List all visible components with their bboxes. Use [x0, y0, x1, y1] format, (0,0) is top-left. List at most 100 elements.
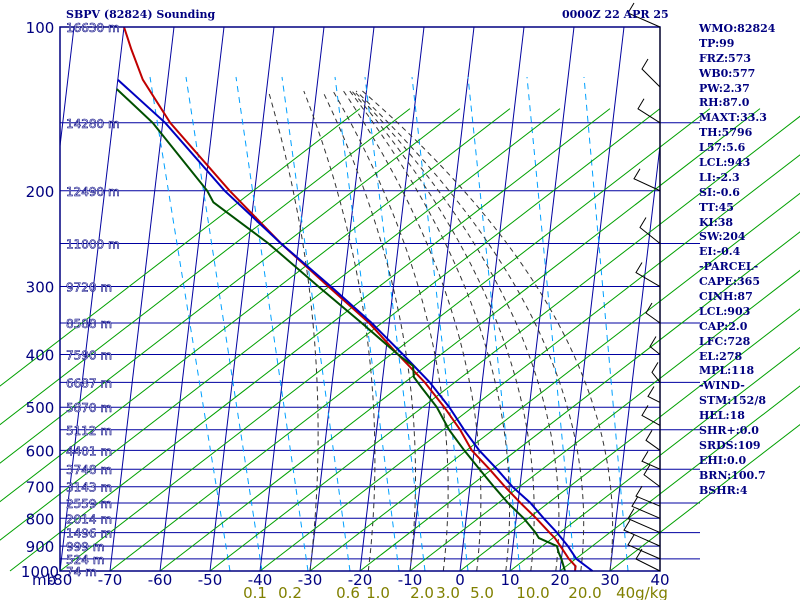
mixing-ratio-label: 0.6 [336, 584, 360, 600]
wind-barb [641, 450, 661, 470]
temperature-tick-label: -70 [98, 571, 123, 589]
wind-barb [639, 217, 661, 244]
index-item: SI:-0.6 [699, 185, 740, 199]
mixing-ratio-line [185, 76, 263, 572]
moist-adiabat [349, 90, 511, 572]
mixing-ratio-label: 40g/kg [616, 584, 668, 600]
dry-adiabat [9, 108, 611, 572]
dewpoint-trace [116, 88, 566, 572]
mixing-ratio-label: 3.0 [436, 584, 460, 600]
dry-adiabat [0, 108, 511, 503]
moist-adiabat [322, 90, 416, 572]
mixing-ratio-label: 1.0 [366, 584, 390, 600]
height-label: 14280 m [66, 117, 120, 131]
station-title: SBPV (82824) Sounding [66, 8, 216, 21]
mixing-ratio-label: 0.2 [278, 584, 302, 600]
wind-barb [641, 58, 661, 88]
pressure-tick-label: 100 [26, 19, 55, 37]
moist-adiabat [362, 90, 614, 572]
isobar-isotherm-grid [59, 26, 700, 572]
temperature-tick-label: -80 [48, 571, 73, 589]
temperature-tick-label: -60 [148, 571, 173, 589]
isotherm--90 [59, 26, 75, 147]
dry-adiabat [0, 108, 461, 464]
pressure-tick-label: 1000 [21, 563, 59, 581]
dry-adiabat [509, 346, 800, 572]
moist-adiabat [353, 90, 560, 572]
isotherm--60 [159, 26, 225, 572]
moist-adiabat [267, 90, 319, 572]
index-item: WB0:577 [699, 66, 756, 80]
wind-barb [631, 496, 661, 519]
sounding-traces [116, 26, 594, 572]
index-item: WMO:82824 [699, 22, 776, 35]
dry-adiabat [409, 269, 800, 572]
pressure-tick-label: 200 [26, 183, 55, 201]
wind-barb [651, 362, 661, 383]
virtual-temperature-trace [117, 78, 594, 572]
pressure-tick-label: 400 [26, 347, 55, 365]
dry-adiabat [109, 108, 711, 572]
mixing-ratio-line [583, 76, 629, 572]
index-item: RH:87.0 [699, 96, 750, 110]
wind-barb [641, 405, 661, 426]
mixing-ratio-label: 10.0 [516, 584, 549, 600]
moist-adiabat [332, 90, 449, 572]
isotherm--10 [409, 26, 475, 572]
height-label: 11000 m [66, 237, 120, 251]
moist-adiabat [355, 90, 585, 572]
dry-adiabat [0, 108, 411, 426]
isotherm-20 [559, 26, 625, 572]
height-label: 5870 m [66, 401, 112, 415]
valid-time: 0000Z 22 APR 25 [562, 8, 669, 21]
pressure-tick-label: 500 [26, 399, 55, 417]
mixing-ratio-label: 2.0 [410, 584, 434, 600]
index-item: TT:45 [699, 200, 734, 214]
index-item: FRZ:573 [699, 51, 752, 65]
height-label: 4401 m [66, 444, 112, 458]
height-label: 12490 m [66, 185, 120, 199]
temperature-tick-label: 10 [500, 571, 519, 589]
pressure-tick-label: 600 [26, 442, 55, 460]
wind-barb [633, 168, 661, 192]
isotherm--20 [359, 26, 425, 572]
pressure-tick-label: 300 [26, 279, 55, 297]
index-item: KI:38 [699, 215, 734, 229]
index-item: TP:99 [699, 36, 735, 50]
index-item: EI:-0.4 [699, 245, 741, 259]
wind-barb [635, 262, 661, 287]
height-label: 1496 m [66, 527, 112, 541]
height-label: 7590 m [66, 349, 112, 363]
height-label: 8588 m [66, 317, 112, 331]
mixing-ratio-line [235, 76, 309, 572]
moist-adiabat [343, 90, 482, 572]
index-item: LCL:903 [699, 304, 751, 318]
height-label: 74 m [66, 565, 97, 579]
index-item: -PARCEL- [699, 260, 759, 274]
height-label: 3748 m [66, 463, 112, 477]
index-item: MAXT:33.3 [699, 111, 767, 125]
mixing-ratio-line [467, 76, 521, 572]
wind-barb [637, 98, 661, 124]
wind-barb [649, 336, 661, 355]
height-label: 5112 m [66, 424, 112, 438]
moist-adiabat [351, 90, 535, 572]
index-item: PW:2.37 [699, 81, 750, 95]
isotherm-10 [509, 26, 575, 572]
height-label: 6687 m [66, 376, 112, 390]
wind-barb [627, 508, 661, 534]
mixing-ratio-label: 5.0 [470, 584, 494, 600]
temperature-tick-label: 40 [650, 571, 669, 589]
isotherm--40 [259, 26, 325, 572]
index-item: CINH:87 [699, 290, 753, 304]
dry-adiabat [209, 115, 800, 572]
isotherm-0 [459, 26, 525, 572]
mixing-ratio-label: 0.1 [243, 584, 267, 600]
isotherm--80 [59, 26, 125, 572]
temperature-trace [123, 26, 577, 572]
temperature-tick-label: -50 [198, 571, 223, 589]
index-item: MPL:118 [699, 364, 755, 378]
index-item: EL:278 [699, 349, 743, 363]
wind-barb [635, 548, 661, 572]
